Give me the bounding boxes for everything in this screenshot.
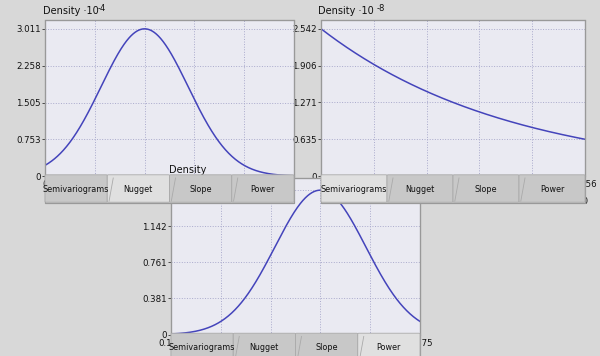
Text: Slope: Slope [190, 185, 212, 194]
Text: Nugget: Nugget [124, 185, 153, 194]
Text: Power: Power [540, 185, 564, 194]
Text: Nugget: Nugget [250, 344, 279, 352]
Text: Density ·10: Density ·10 [319, 6, 374, 16]
Text: Semivariograms: Semivariograms [321, 185, 387, 194]
Text: Value: Value [398, 355, 422, 356]
Text: Power: Power [251, 185, 275, 194]
Text: Density ·10: Density ·10 [43, 6, 98, 16]
Text: Value ·10: Value ·10 [254, 197, 296, 205]
Text: Power: Power [377, 344, 401, 352]
Text: 5: 5 [329, 193, 334, 203]
Text: -4: -4 [97, 4, 106, 13]
Text: -8: -8 [376, 4, 385, 13]
Text: Slope: Slope [316, 344, 338, 352]
Text: Slope: Slope [475, 185, 497, 194]
Text: Semivariograms: Semivariograms [169, 344, 235, 352]
Text: Density: Density [169, 165, 206, 175]
Text: Nugget: Nugget [406, 185, 434, 194]
Text: Semivariograms: Semivariograms [43, 185, 109, 194]
Text: Value ·10: Value ·10 [545, 197, 587, 205]
